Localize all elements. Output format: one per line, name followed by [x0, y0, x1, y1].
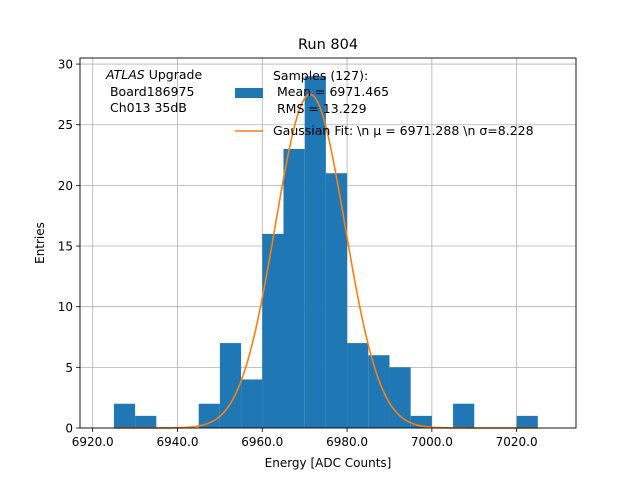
- x-axis-ticks: 6920.0 6940.0 6960.0 6980.0 7000.0 7020.0: [72, 428, 538, 449]
- x-tick-label: 7000.0: [411, 435, 453, 449]
- legend: Samples (127): Mean = 6971.465 RMS = 13.…: [235, 68, 534, 138]
- histogram-bar: [347, 343, 369, 428]
- histogram-bar: [219, 343, 242, 428]
- channel-label: Ch013 35dB: [106, 100, 187, 115]
- histogram-bar: [283, 148, 305, 428]
- x-tick-label: 7020.0: [496, 435, 538, 449]
- y-axis-ticks: 0 5 10 15 20 25 30: [58, 58, 80, 436]
- chart-title: Run 804: [298, 37, 358, 53]
- x-tick-label: 6940.0: [157, 435, 199, 449]
- legend-hist-line-1: Samples (127):: [273, 68, 368, 83]
- histogram-bar: [262, 233, 284, 428]
- plot-frame: [79, 57, 577, 429]
- y-tick-label: 10: [58, 300, 73, 314]
- y-tick-label: 30: [58, 58, 73, 72]
- atlas-label: ATLAS: [105, 67, 145, 82]
- histogram-bar: [241, 379, 263, 428]
- histogram-bars: [113, 76, 538, 429]
- histogram-bar: [389, 367, 411, 428]
- x-tick-label: 6920.0: [72, 435, 114, 449]
- histogram-bar: [516, 415, 538, 428]
- legend-hist-line-3: RMS = 13.229: [273, 101, 367, 116]
- x-axis-label: Energy [ADC Counts]: [265, 456, 392, 470]
- histogram-bar: [113, 403, 136, 428]
- atlas-annotation: ATLAS Upgrade Board186975 Ch013 35dB: [105, 67, 202, 115]
- histogram-bar: [198, 403, 220, 428]
- legend-hist-line-2: Mean = 6971.465: [273, 84, 389, 99]
- board-label: Board186975: [106, 84, 194, 99]
- y-tick-label: 15: [58, 240, 73, 254]
- legend-hist-swatch: [235, 88, 263, 98]
- y-tick-label: 0: [65, 422, 73, 436]
- x-tick-label: 6960.0: [241, 435, 283, 449]
- x-tick-label: 6980.0: [326, 435, 368, 449]
- atlas-upgrade-label: Upgrade: [145, 67, 203, 82]
- y-tick-label: 20: [58, 179, 73, 193]
- histogram-bar: [304, 76, 326, 429]
- legend-fit-label: Gaussian Fit: \n μ = 6971.288 \n σ=8.228: [273, 123, 534, 138]
- y-tick-label: 5: [65, 361, 73, 375]
- histogram-bar: [453, 403, 475, 428]
- histogram-bar: [135, 415, 157, 428]
- histogram-bar: [325, 173, 348, 428]
- y-tick-label: 25: [58, 118, 73, 132]
- grid-lines: [80, 58, 576, 429]
- svg-text:ATLAS Upgrade: ATLAS Upgrade: [105, 67, 202, 82]
- histogram-bar: [368, 355, 390, 428]
- y-axis-label: Entries: [33, 222, 47, 264]
